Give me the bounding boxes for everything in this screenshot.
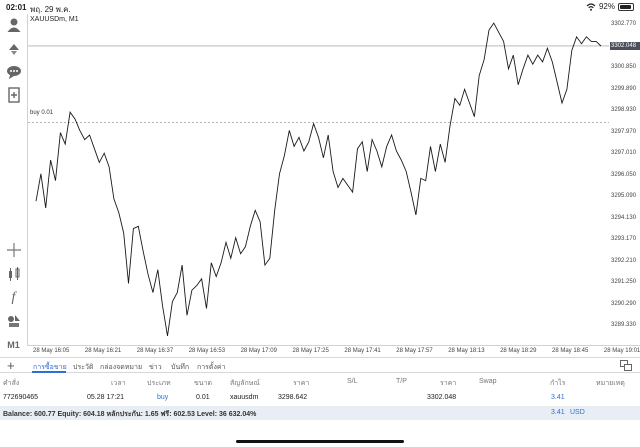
order-size: 0.01 <box>196 394 210 401</box>
chart-symbol-title: XAUUSDm, M1 <box>30 16 79 23</box>
price-tick: 3297.970 <box>611 128 637 135</box>
time-tick: 28 May 16:53 <box>188 348 226 354</box>
col-tp: T/P <box>396 378 407 385</box>
order-time: 05.28 17:21 <box>87 394 124 401</box>
clock: 02:01 <box>6 3 27 12</box>
col-size: ขนาด <box>194 380 213 387</box>
time-axis: 28 May 16:05 28 May 16:21 28 May 16:37 28 M… <box>27 345 640 357</box>
total-profit: 3.41 <box>551 409 565 416</box>
col-swap: Swap <box>479 378 497 385</box>
time-tick: 28 May 18:45 <box>552 348 589 354</box>
new-order-icon[interactable] <box>5 86 22 103</box>
tab-trade[interactable]: การซื้อขาย <box>33 364 67 371</box>
time-tick: 28 May 18:29 <box>500 348 537 354</box>
col-open-price: ราคา <box>293 380 310 387</box>
time-tick: 28 May 17:25 <box>292 348 329 354</box>
col-current-price: ราคา <box>440 380 457 387</box>
price-axis: 3302.7703301.8103300.8503299.8903298.930… <box>609 14 640 345</box>
crosshair-icon[interactable] <box>5 241 22 258</box>
time-tick: 28 May 16:05 <box>33 348 70 354</box>
order-profit: 3.41 <box>551 394 565 401</box>
battery-icon <box>618 2 634 11</box>
balance-summary: Balance: 600.77 Equity: 604.18 หลักประกั… <box>3 411 257 418</box>
order-id: 772690465 <box>3 394 39 401</box>
table-row[interactable]: 772690465 05.28 17:21 buy 0.01 xauusdm 3… <box>0 392 640 406</box>
profit-currency: USD <box>570 409 585 416</box>
col-symbol: สัญลักษณ์ <box>230 380 260 387</box>
battery-level <box>620 4 632 9</box>
price-tick: 3291.250 <box>611 279 637 285</box>
time-tick: 28 May 16:21 <box>84 348 122 354</box>
status-right: 92% <box>586 2 634 11</box>
price-tick: 3302.770 <box>611 21 637 27</box>
price-tick: 3298.930 <box>611 107 637 113</box>
col-comment: หมายเหตุ <box>596 380 625 387</box>
home-indicator <box>236 440 404 443</box>
col-time: เวลา <box>111 380 126 387</box>
order-type: buy <box>157 394 169 401</box>
objects-icon[interactable] <box>5 312 22 329</box>
order-symbol: xauusdm <box>230 394 259 401</box>
price-tick: 3294.130 <box>611 214 637 221</box>
trade-icon[interactable] <box>5 40 22 57</box>
layout-icon[interactable] <box>620 360 632 371</box>
candles-icon[interactable] <box>5 265 22 282</box>
time-tick: 28 May 17:57 <box>396 348 433 354</box>
order-current-price: 3302.048 <box>427 394 457 401</box>
price-tick: 3295.090 <box>611 193 637 199</box>
time-tick: 28 May 17:41 <box>344 348 381 354</box>
tab-journal[interactable]: บันทึก <box>171 364 190 371</box>
price-tick: 3296.050 <box>611 171 637 178</box>
active-tab-indicator <box>32 371 66 373</box>
col-profit: กำไร <box>550 380 566 387</box>
col-order: คำสั่ง <box>3 380 20 387</box>
left-toolbar: f M1 <box>0 14 27 356</box>
timeframe-button[interactable]: M1 <box>7 339 20 350</box>
time-tick: 28 May 17:09 <box>240 348 277 354</box>
chart-area[interactable] <box>27 14 609 345</box>
price-tick: 3299.890 <box>611 85 637 92</box>
price-tick: 3290.290 <box>611 300 637 307</box>
price-tick: 3289.330 <box>611 322 637 328</box>
battery-percent: 92% <box>598 2 615 11</box>
wifi-icon <box>586 2 596 11</box>
add-icon[interactable]: + <box>7 358 15 373</box>
buy-position-label: buy 0.01 <box>30 110 54 116</box>
price-tick: 3292.210 <box>611 257 637 264</box>
indicator-icon[interactable]: f <box>11 289 16 305</box>
account-icon[interactable] <box>5 16 22 33</box>
col-type: ประเภท <box>147 380 171 387</box>
current-price-tag: 3302.048 <box>610 41 640 50</box>
time-tick: 28 May 19:01 <box>603 348 640 354</box>
price-chart[interactable] <box>28 14 609 345</box>
date: พฤ. 29 พ.ค. <box>30 5 71 14</box>
account-summary: Balance: 600.77 Equity: 604.18 หลักประกั… <box>0 406 640 420</box>
time-tick: 28 May 18:13 <box>448 348 485 354</box>
price-line-series <box>35 22 602 336</box>
tab-mailbox[interactable]: กล่องจดหมาย <box>100 364 143 371</box>
price-tick: 3297.010 <box>611 150 637 156</box>
chat-icon[interactable] <box>5 63 22 80</box>
price-tick: 3300.850 <box>611 64 637 70</box>
status-bar: 02:01 พฤ. 29 พ.ค. 92% <box>0 0 640 14</box>
order-open-price: 3298.642 <box>278 394 308 401</box>
col-sl: S/L <box>347 378 358 385</box>
table-header: คำสั่ง เวลา ประเภท ขนาด สัญลักษณ์ ราคา S… <box>0 376 640 390</box>
time-tick: 28 May 16:37 <box>136 348 174 354</box>
bottom-tabs: + การซื้อขาย ประวัติ กล่องจดหมาย ข่าว บั… <box>0 357 640 373</box>
tab-news[interactable]: ข่าว <box>149 364 162 371</box>
price-tick: 3293.170 <box>611 236 637 242</box>
tab-history[interactable]: ประวัติ <box>73 364 94 371</box>
tab-settings[interactable]: การตั้งค่า <box>197 364 226 371</box>
